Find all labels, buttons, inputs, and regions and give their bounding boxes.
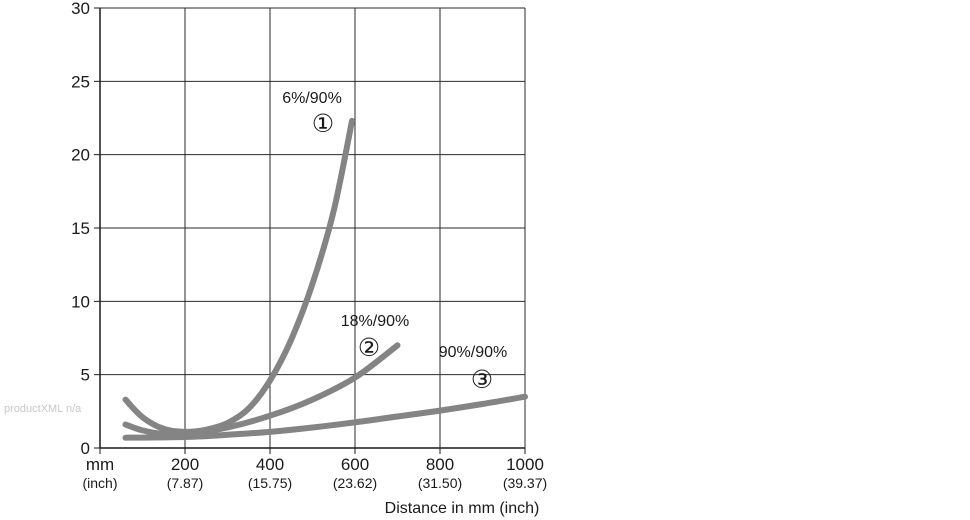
series-labels: 6%/90% ① 18%/90% ② 90%/90% ③: [282, 90, 507, 394]
series-marker-1: ①: [312, 110, 334, 138]
x-tick-sublabel: (31.50): [418, 475, 462, 491]
y-tick-label: 5: [81, 366, 90, 385]
x-tick-sublabel: (39.37): [503, 475, 547, 491]
x-tick-label: mm: [86, 455, 114, 474]
y-tick-label: 20: [71, 146, 90, 165]
series-line-1: [122, 117, 355, 435]
x-tick-label: 600: [341, 455, 369, 474]
y-tick-label: 15: [71, 219, 90, 238]
series-line-3: [122, 393, 528, 441]
series-label-1: 6%/90%: [282, 90, 342, 107]
x-tick-sublabel: (15.75): [248, 475, 292, 491]
series-marker-2: ②: [358, 334, 380, 362]
y-axis-ticks: 0 5 10 15 20 25 30: [71, 0, 90, 458]
x-tick-label: 200: [171, 455, 199, 474]
x-tick-sublabel: (23.62): [333, 475, 377, 491]
y-tick-label: 10: [71, 292, 90, 311]
series-marker-3: ③: [471, 366, 493, 394]
x-tick-sublabel: (inch): [82, 475, 117, 491]
series-group: [122, 117, 528, 441]
series-line-2: [122, 342, 401, 439]
grid: [94, 7, 526, 454]
x-tick-sublabel: (7.87): [167, 475, 204, 491]
x-tick-label: 1000: [506, 455, 544, 474]
x-axis-ticks: mm(inch) 200(7.87) 400(15.75) 600(23.62) 800…: [82, 455, 547, 491]
x-axis-title: Distance in mm (inch): [385, 500, 540, 517]
y-tick-label: 30: [71, 0, 90, 18]
series-label-3: 90%/90%: [439, 344, 508, 361]
series-label-2: 18%/90%: [341, 313, 410, 330]
x-tick-label: 400: [256, 455, 284, 474]
y-tick-label: 25: [71, 72, 90, 91]
watermark: productXML n/a: [4, 403, 82, 415]
x-tick-label: 800: [426, 455, 454, 474]
y-tick-label: 0: [81, 439, 90, 458]
